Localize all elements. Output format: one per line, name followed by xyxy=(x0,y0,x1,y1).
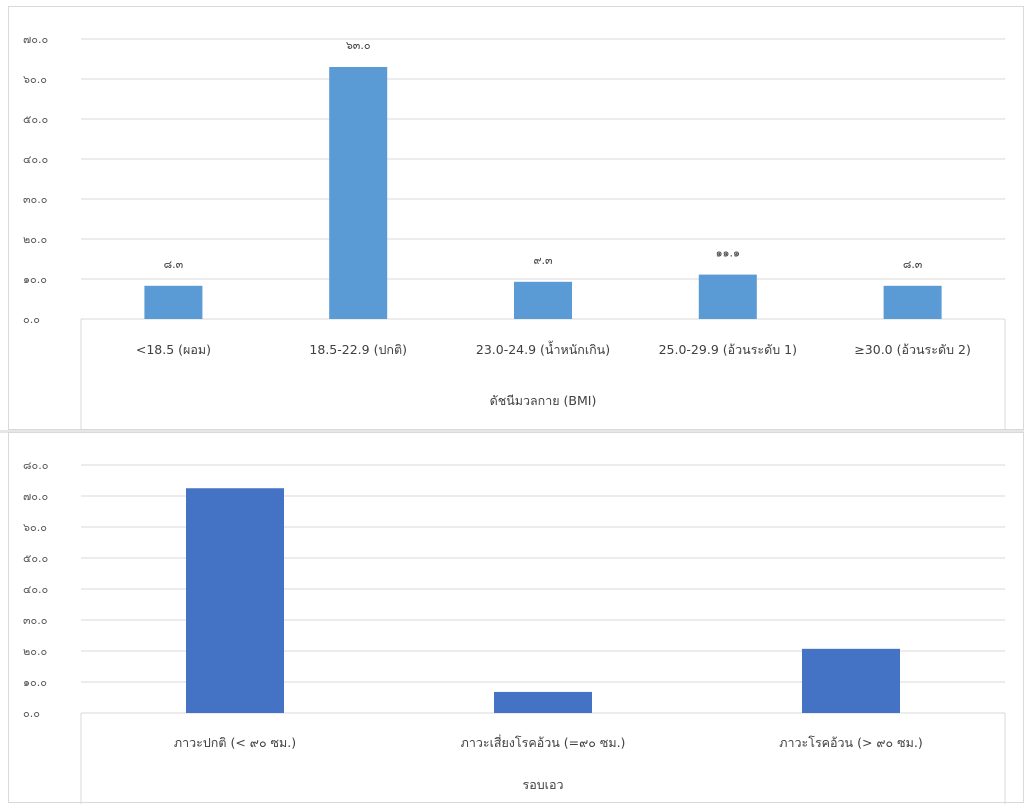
data-label: ๙.๓ xyxy=(533,254,552,267)
waist-chart: ๐.๐ ๑๐.๐ ๒๐.๐ ๓๐.๐ ๔๐.๐ ๕๐.๐ ๖๐.๐ ๗๐.๐ ๘๐.๐ภาวะป… xyxy=(23,459,1006,804)
y-tick-label: ๒๐.๐ xyxy=(23,233,47,246)
x-tick-label: <18.5 (ผอม) xyxy=(136,342,211,357)
bar xyxy=(494,691,592,713)
x-tick-label: 18.5-22.9 (ปกติ) xyxy=(309,342,407,357)
x-axis-title: รอบเอว xyxy=(523,777,564,792)
bar xyxy=(186,488,284,713)
bar xyxy=(514,281,572,319)
x-tick-label: ภาวะเสี่ยงโรคอ้วน (=๙๐ ซม.) xyxy=(461,734,626,750)
bar xyxy=(698,274,757,319)
y-tick-label: ๕๐.๐ xyxy=(23,552,48,565)
y-tick-label: ๑๐.๐ xyxy=(23,273,47,286)
bmi-chart: ๐.๐ ๑๐.๐ ๒๐.๐ ๓๐.๐ ๔๐.๐ ๕๐.๐ ๖๐.๐ ๗๐.๐๘.๓ <18.5 … xyxy=(23,33,1006,431)
bar xyxy=(144,285,203,319)
y-tick-label: ๓๐.๐ xyxy=(23,193,47,206)
data-label: ๘.๓ xyxy=(164,258,184,271)
y-tick-label: ๗๐.๐ xyxy=(23,33,48,46)
data-label: ๘.๓ xyxy=(903,258,923,271)
bar xyxy=(802,648,900,713)
bmi-chart-panel: ๐.๐ ๑๐.๐ ๒๐.๐ ๓๐.๐ ๔๐.๐ ๕๐.๐ ๖๐.๐ ๗๐.๐๘.๓ <18.5 … xyxy=(8,6,1024,431)
x-tick-label: ภาวะปกติ (< ๙๐ ซม.) xyxy=(174,735,296,750)
y-tick-label: ๔๐.๐ xyxy=(23,153,48,166)
bar xyxy=(883,285,942,319)
data-label: ๑๑.๑ xyxy=(716,247,740,260)
x-axis-title: ดัชนีมวลกาย (BMI) xyxy=(490,393,597,408)
y-tick-label: ๐.๐ xyxy=(23,313,40,326)
y-tick-label: ๖๐.๐ xyxy=(23,521,47,534)
x-tick-label: 25.0-29.9 (อ้วนระดับ 1) xyxy=(659,342,797,357)
chart-divider xyxy=(0,430,1024,433)
data-label: ๖๓.๐ xyxy=(346,39,371,52)
y-tick-label: ๘๐.๐ xyxy=(23,459,48,472)
y-tick-label: ๖๐.๐ xyxy=(23,73,47,86)
y-tick-label: ๕๐.๐ xyxy=(23,113,48,126)
y-tick-label: ๐.๐ xyxy=(23,707,40,720)
bar xyxy=(329,67,388,319)
x-tick-label: ภาวะโรคอ้วน (> ๙๐ ซม.) xyxy=(779,735,922,750)
y-tick-label: ๔๐.๐ xyxy=(23,583,48,596)
y-tick-label: ๗๐.๐ xyxy=(23,490,48,503)
y-tick-label: ๒๐.๐ xyxy=(23,645,47,658)
x-tick-label: 23.0-24.9 (น้ำหนักเกิน) xyxy=(476,340,610,357)
waist-chart-panel: ๐.๐ ๑๐.๐ ๒๐.๐ ๓๐.๐ ๔๐.๐ ๕๐.๐ ๖๐.๐ ๗๐.๐ ๘๐.๐ภาวะป… xyxy=(8,432,1024,804)
y-tick-label: ๓๐.๐ xyxy=(23,614,47,627)
y-tick-label: ๑๐.๐ xyxy=(23,676,47,689)
x-tick-label: ≥30.0 (อ้วนระดับ 2) xyxy=(854,342,971,357)
